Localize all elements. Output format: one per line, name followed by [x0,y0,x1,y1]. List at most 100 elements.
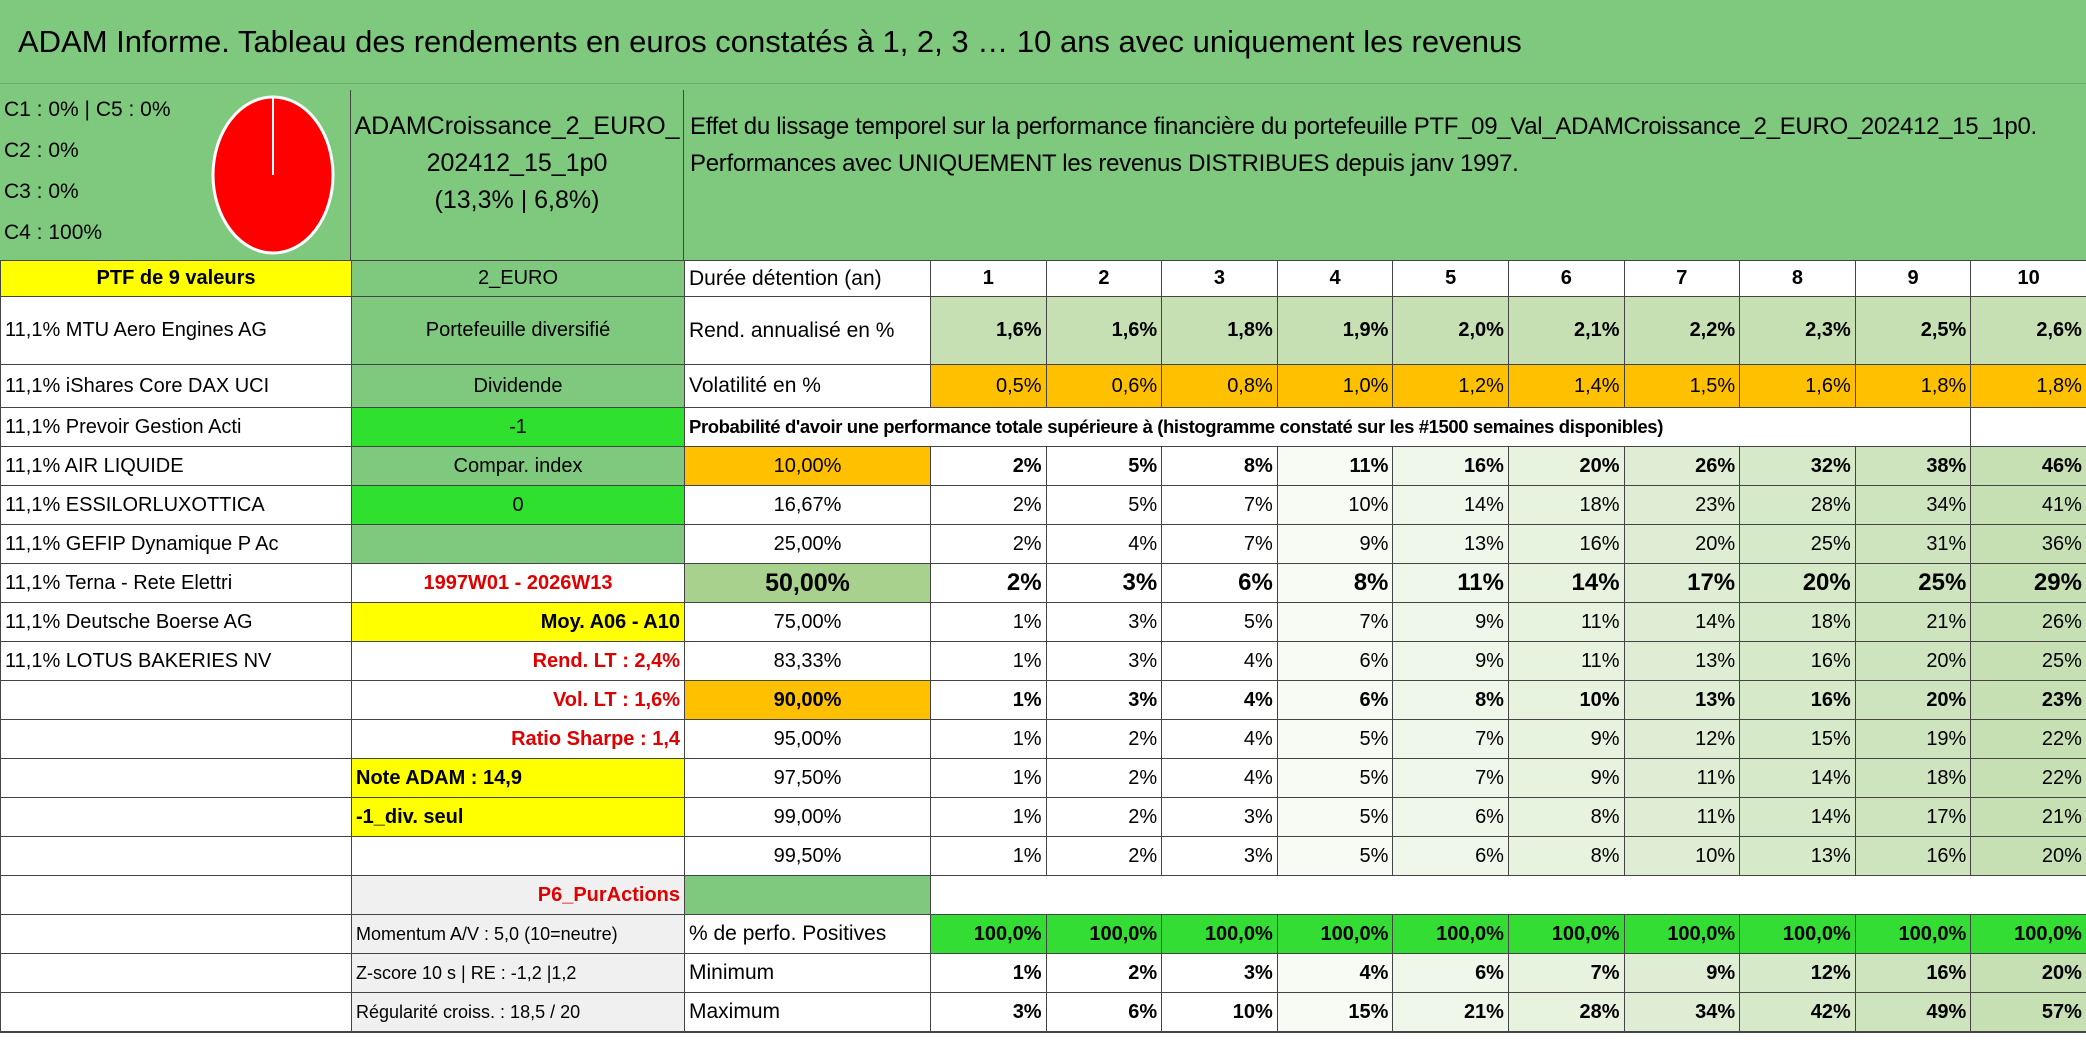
value-cell: 100,0% [1393,915,1509,954]
info-cell: Momentum A/V : 5,0 (10=neutre) [352,915,685,954]
value-cell: 2,5% [1855,297,1971,365]
value-cell: 20% [1971,954,2086,993]
value-cell: 1% [931,837,1047,876]
metric-cell [685,876,931,915]
value-cell: 18% [1855,759,1971,798]
value-cell: 8% [1508,837,1624,876]
value-cell: 16% [1393,447,1509,486]
holding-cell: PTF de 9 valeurs [1,261,352,297]
metric-cell: 97,50% [685,759,931,798]
value-cell: 20% [1855,681,1971,720]
value-cell: 1% [931,720,1047,759]
value-cell: 100,0% [1162,915,1278,954]
value-cell: 9% [1624,954,1740,993]
value-cell: 6% [1162,564,1278,603]
value-cell: 9% [1393,603,1509,642]
value-cell: 20% [1740,564,1856,603]
value-cell: 8% [1393,681,1509,720]
value-cell: 15% [1277,993,1393,1032]
value-cell: 2 [1046,261,1162,297]
value-cell: 4% [1162,642,1278,681]
holding-cell: 11,1% Terna - Rete Elettri [1,564,352,603]
value-cell: 1,0% [1277,365,1393,408]
value-cell: 1,6% [931,297,1047,365]
value-cell: 28% [1740,486,1856,525]
value-cell: 1,6% [1046,297,1162,365]
value-cell: 1,2% [1393,365,1509,408]
metric-cell: 99,00% [685,798,931,837]
value-cell: 26% [1971,603,2086,642]
info-cell: Rend. LT : 2,4% [352,642,685,681]
holding-cell: 11,1% ESSILORLUXOTTICA [1,486,352,525]
value-cell: 11% [1277,447,1393,486]
value-cell: 0,6% [1046,365,1162,408]
value-cell: 5% [1277,798,1393,837]
value-cell: 7% [1277,603,1393,642]
value-cell: 2,0% [1393,297,1509,365]
value-cell: 1,6% [1740,365,1856,408]
value-cell: 14% [1740,759,1856,798]
value-cell: 0,8% [1162,365,1278,408]
table-row: Vol. LT : 1,6%90,00%1%3%4%6%8%10%13%16%2… [1,681,2086,720]
holding-cell: 11,1% AIR LIQUIDE [1,447,352,486]
table-row: P6_PurActions [1,876,2086,915]
value-cell: 1,4% [1508,365,1624,408]
value-cell: 2% [1046,798,1162,837]
metric-cell: Durée détention (an) [685,261,931,297]
value-cell: 57% [1971,993,2086,1032]
metric-cell: % de perfo. Positives [685,915,931,954]
holding-cell [1,915,352,954]
fund-name: ADAMCroissance_2_EURO_202412_15_1p0 [351,108,683,182]
value-cell: 20% [1971,837,2086,876]
holding-cell: 11,1% LOTUS BAKERIES NV [1,642,352,681]
value-cell: 49% [1855,993,1971,1032]
value-cell: 7% [1162,525,1278,564]
value-cell: 2,6% [1971,297,2086,365]
info-cell: -1 [352,408,685,447]
value-cell: 100,0% [1855,915,1971,954]
value-cell: 11% [1624,759,1740,798]
value-cell: 8 [1740,261,1856,297]
metric-cell: 10,00% [685,447,931,486]
value-cell: 13% [1740,837,1856,876]
value-cell: 25% [1855,564,1971,603]
table-row: 99,50%1%2%3%5%6%8%10%13%16%20% [1,837,2086,876]
value-cell: 19% [1855,720,1971,759]
metric-cell: 99,50% [685,837,931,876]
info-cell: Dividende [352,365,685,408]
value-cell: 2% [1046,759,1162,798]
value-cell: 1,8% [1855,365,1971,408]
value-cell: 41% [1971,486,2086,525]
value-cell: 7% [1393,759,1509,798]
separator [0,83,2086,90]
value-cell: 100,0% [1277,915,1393,954]
pie-chart [208,93,338,257]
title: ADAM Informe. Tableau des rendements en … [0,0,2086,83]
info-cell: P6_PurActions [352,876,685,915]
empty-cell [931,876,2086,915]
value-cell: 4% [1277,954,1393,993]
value-cell: 100,0% [1740,915,1856,954]
holding-cell: 11,1% Prevoir Gestion Acti [1,408,352,447]
metric-cell: 83,33% [685,642,931,681]
value-cell: 21% [1971,798,2086,837]
value-cell: 10% [1277,486,1393,525]
value-cell: 21% [1393,993,1509,1032]
value-cell: 5% [1277,720,1393,759]
metric-cell: Rend. annualisé en % [685,297,931,365]
value-cell: 8% [1508,798,1624,837]
info-cell: -1_div. seul [352,798,685,837]
value-cell: 10 [1971,261,2086,297]
value-cell: 14% [1740,798,1856,837]
note-cell: Probabilité d'avoir une performance tota… [685,408,1971,447]
value-cell: 0,5% [931,365,1047,408]
value-cell: 34% [1624,993,1740,1032]
info-cell [352,525,685,564]
value-cell: 2,3% [1740,297,1856,365]
